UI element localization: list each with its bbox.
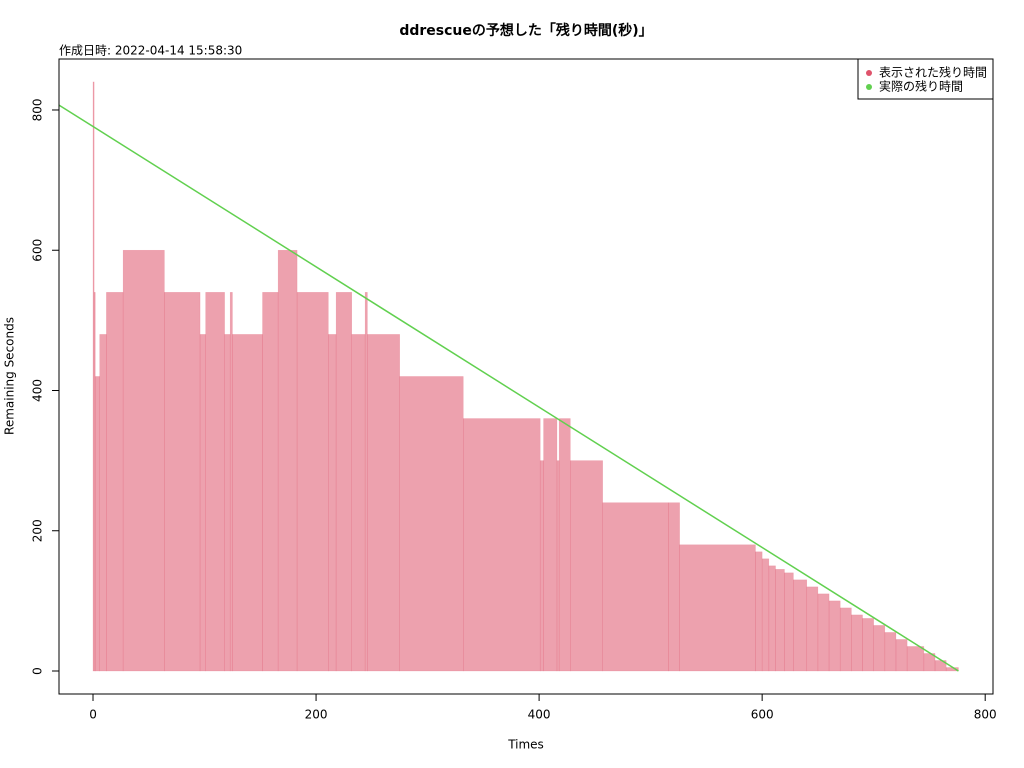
bar	[367, 334, 400, 672]
x-tick-label: 200	[305, 708, 328, 722]
chart-subtitle: 作成日時: 2022-04-14 15:58:30	[59, 44, 242, 58]
plot-frame	[58, 58, 994, 695]
y-tick-label: 0	[31, 667, 45, 675]
x-tick-label: 800	[974, 708, 997, 722]
bar	[262, 292, 279, 672]
bar	[205, 292, 225, 672]
x-tick-label: 400	[528, 708, 551, 722]
bar	[839, 607, 852, 672]
bar	[761, 558, 770, 672]
bar	[94, 376, 100, 672]
bar	[539, 460, 544, 672]
bar	[199, 334, 206, 672]
legend-box	[857, 58, 994, 100]
bar	[570, 460, 603, 672]
bar	[806, 586, 819, 672]
bar	[668, 502, 680, 672]
bar	[224, 334, 231, 672]
chart-title: ddrescueの予想した「残り時間(秒)」	[399, 22, 652, 39]
bar	[768, 565, 776, 672]
legend-label: 表示された残り時間	[879, 66, 987, 80]
bar	[775, 569, 785, 672]
x-tick-label: 600	[751, 708, 774, 722]
legend-marker	[866, 70, 872, 76]
legend-marker	[866, 84, 872, 90]
bar	[399, 376, 464, 672]
bar	[328, 334, 337, 672]
bar	[122, 249, 165, 672]
bar	[99, 334, 107, 672]
line	[59, 104, 959, 672]
bar	[755, 551, 763, 672]
bar	[229, 292, 233, 672]
bar	[232, 334, 263, 672]
bar	[828, 600, 841, 672]
legend-label: 実際の残り時間	[879, 79, 963, 94]
bar	[895, 639, 908, 672]
bar	[884, 632, 897, 672]
bar	[679, 544, 756, 672]
bar	[873, 625, 886, 672]
bar	[351, 334, 366, 672]
y-tick-label: 600	[31, 239, 45, 262]
bar	[558, 418, 571, 672]
bar	[793, 579, 808, 672]
x-tick-label: 0	[89, 708, 97, 722]
bar	[106, 292, 124, 672]
bar	[463, 418, 541, 672]
bar	[164, 292, 201, 672]
y-axis-label: Remaining Seconds	[3, 317, 17, 435]
y-tick-label: 200	[31, 519, 45, 542]
bar	[335, 292, 352, 672]
bar	[784, 572, 794, 672]
bar	[602, 502, 669, 672]
y-tick-label: 800	[31, 99, 45, 122]
bar	[923, 653, 936, 672]
bar	[851, 614, 863, 672]
bar	[364, 292, 368, 672]
bar	[296, 292, 329, 672]
x-axis-label: Times	[507, 738, 544, 752]
bar	[862, 618, 874, 672]
bar	[817, 593, 830, 672]
bar	[277, 249, 298, 672]
bar	[556, 460, 560, 672]
y-tick-label: 400	[31, 379, 45, 402]
bar	[543, 418, 558, 672]
bar	[906, 646, 925, 672]
